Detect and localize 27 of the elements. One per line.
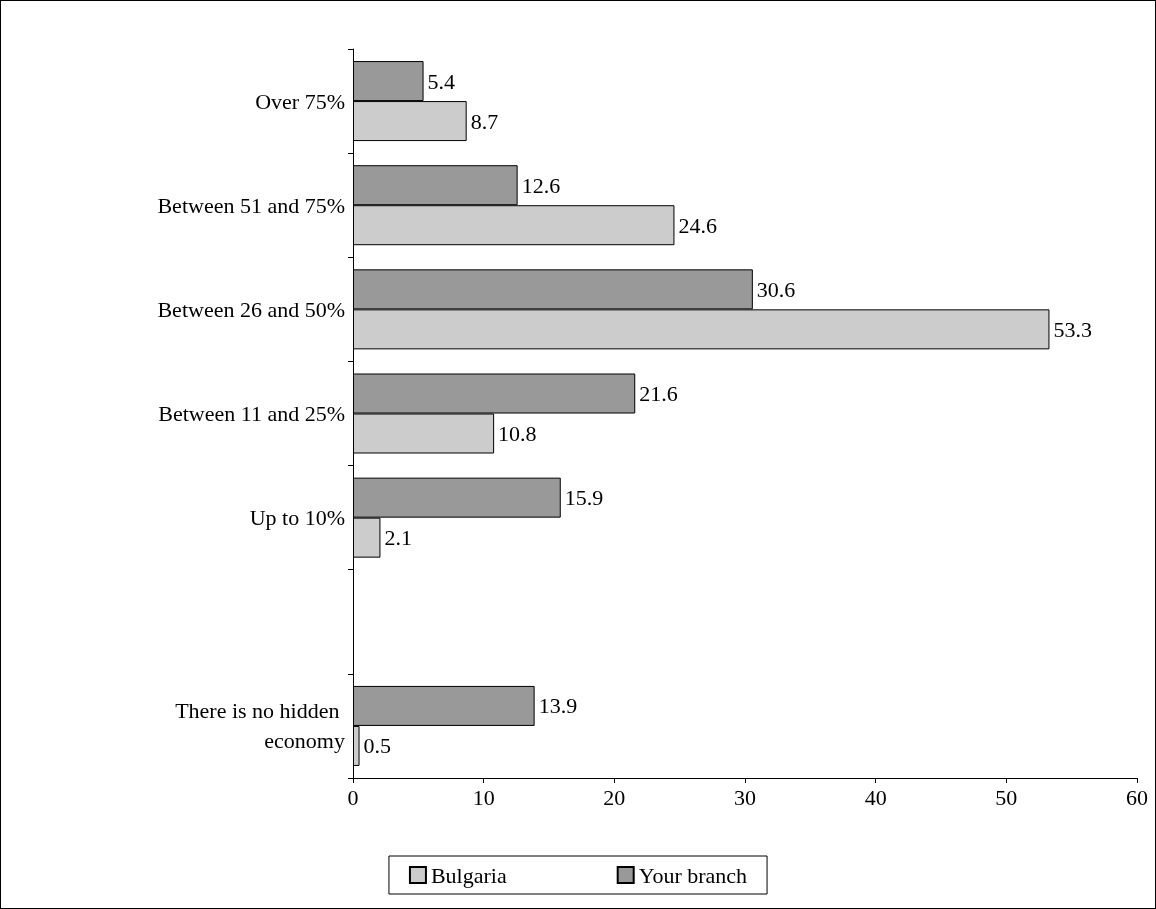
x-tick-label: 0	[347, 784, 359, 810]
data-label: 21.6	[639, 381, 678, 406]
x-tick-label: 50	[995, 784, 1018, 810]
y-tick-label: Over 75%	[255, 88, 345, 114]
x-tick-label: 60	[1126, 784, 1148, 810]
data-label: 2.1	[384, 525, 412, 551]
data-label: 5.4	[427, 68, 456, 94]
x-tick-label: 30	[734, 784, 756, 810]
data-label: 53.3	[1053, 316, 1092, 342]
x-tick-label: 20	[603, 784, 626, 810]
data-label: 12.6	[521, 172, 561, 198]
data-label: 24.6	[678, 212, 717, 238]
data-label: 30.6	[756, 276, 796, 302]
y-tick-label: Between 11 and 25%	[158, 401, 345, 426]
data-label: 10.8	[498, 421, 537, 446]
legend-label: Bulgaria	[430, 862, 507, 888]
y-tick-label: Between 51 and 75%	[157, 192, 345, 218]
data-label: 13.9	[538, 693, 578, 719]
y-tick-label: Between 26 and 50%	[157, 296, 345, 322]
data-label: 8.7	[470, 108, 499, 134]
x-tick-label: 10	[472, 784, 495, 810]
y-tick-label: Up to 10%	[249, 505, 345, 531]
data-label: 0.5	[363, 733, 392, 759]
legend-label: Your branch	[638, 862, 748, 888]
y-tick-label: There is no hidden economy	[175, 698, 345, 754]
data-label: 15.9	[564, 485, 604, 511]
x-tick-label: 40	[864, 784, 887, 810]
